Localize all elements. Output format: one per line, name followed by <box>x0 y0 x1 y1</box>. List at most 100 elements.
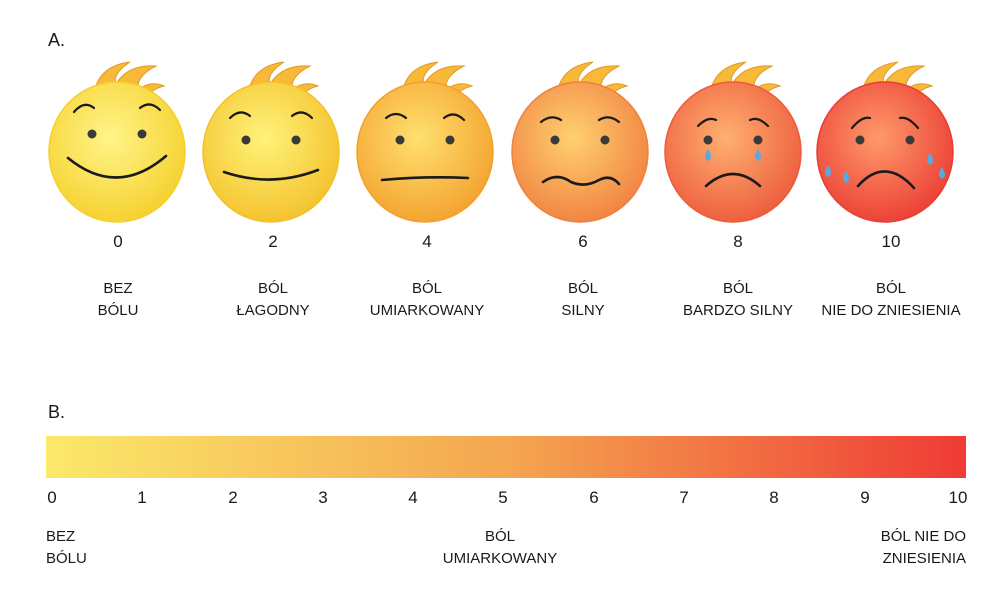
right-eyebrow <box>138 103 162 112</box>
pain-scale-gradient-bar <box>46 436 966 478</box>
mouth <box>541 175 621 186</box>
tear-drop-0 <box>705 149 711 161</box>
scale-tick-1: 1 <box>137 488 147 507</box>
right-eyebrow <box>290 111 314 120</box>
head-shape <box>48 81 186 223</box>
face-caption-6-line1: BÓL <box>567 280 598 297</box>
scale-tick-8: 8 <box>769 488 779 507</box>
face-caption-6-line2: SILNY <box>561 302 605 319</box>
face-0 <box>42 60 192 230</box>
right-eye <box>137 129 147 139</box>
mouth <box>66 154 168 179</box>
face-number-6: 6 <box>578 232 588 251</box>
face-caption-4-line1: BÓL <box>411 280 442 297</box>
right-eye <box>905 135 915 145</box>
head-shape <box>816 81 954 223</box>
right-eyebrow <box>597 116 621 124</box>
mouth <box>380 176 470 182</box>
face-caption-8-line1: BÓL <box>722 280 753 297</box>
left-eyebrow <box>696 117 718 128</box>
face-6 <box>505 60 655 230</box>
left-eye <box>855 135 865 145</box>
face-caption-8-line2: BARDZO SILNY <box>682 302 794 319</box>
left-eye <box>87 129 97 139</box>
face-number-0: 0 <box>113 232 123 251</box>
face-6-graphic <box>511 61 649 223</box>
scale-tick-7: 7 <box>679 488 689 507</box>
left-eye <box>241 135 251 145</box>
scale-tick-10: 10 <box>948 488 968 507</box>
left-eyebrow <box>228 111 252 120</box>
face-0-graphic <box>48 61 186 223</box>
section-b-label: B. <box>48 402 66 422</box>
right-eye <box>753 135 763 145</box>
scale-caption-unbearable-line1: BÓL NIE DO <box>880 528 966 545</box>
left-eye <box>703 135 713 145</box>
scale-caption-moderate-line2: UMIARKOWANY <box>442 550 558 567</box>
left-eyebrow <box>384 112 408 120</box>
face-number-2: 2 <box>268 232 278 251</box>
right-eyebrow <box>748 117 770 128</box>
face-caption-4-line2: UMIARKOWANY <box>369 302 485 319</box>
face-2-graphic <box>202 61 340 223</box>
face-number-10: 10 <box>881 232 901 251</box>
face-4-graphic <box>356 61 494 223</box>
face-caption-2-line2: ŁAGODNY <box>236 302 310 319</box>
scale-tick-5: 5 <box>498 488 508 507</box>
face-4 <box>350 60 500 230</box>
tear-drop-1 <box>843 171 849 183</box>
mouth <box>704 172 762 188</box>
face-caption-10-line1: BÓL <box>875 280 906 297</box>
face-8-graphic <box>664 61 802 223</box>
tear-drop-1 <box>755 149 761 161</box>
face-number-4: 4 <box>422 232 432 251</box>
face-2 <box>196 60 346 230</box>
scale-caption-no-pain: BEZ BÓLU <box>46 526 87 570</box>
scale-caption-unbearable: BÓL NIE DO ZNIESIENIA <box>846 526 966 570</box>
left-eye <box>395 135 405 145</box>
face-caption-0-line2: BÓLU <box>97 302 139 319</box>
scale-tick-6: 6 <box>589 488 599 507</box>
head-shape <box>664 81 802 223</box>
scale-caption-no-pain-line2: BÓLU <box>46 550 87 567</box>
scale-caption-moderate: BÓL UMIARKOWANY <box>430 526 570 570</box>
left-eyebrow <box>539 116 563 124</box>
face-caption-2-line1: BÓL <box>257 280 288 297</box>
head-shape <box>511 81 649 223</box>
tear-drop-2 <box>927 153 933 165</box>
right-eye <box>445 135 455 145</box>
face-caption-10: BÓL NIE DO ZNIESIENIA <box>806 278 976 322</box>
right-eye <box>600 135 610 145</box>
face-8 <box>658 60 808 230</box>
left-eye <box>550 135 560 145</box>
scale-caption-no-pain-line1: BEZ <box>46 528 76 545</box>
head-shape <box>202 81 340 223</box>
scale-caption-moderate-line1: BÓL <box>484 528 515 545</box>
head-shape <box>356 81 494 223</box>
face-caption-6: BÓL SILNY <box>498 278 668 322</box>
scale-caption-unbearable-line2: ZNIESIENIA <box>882 550 966 567</box>
scale-tick-2: 2 <box>228 488 238 507</box>
mouth <box>856 170 916 190</box>
right-eyebrow <box>442 113 466 122</box>
scale-tick-9: 9 <box>860 488 870 507</box>
scale-tick-0: 0 <box>47 488 57 507</box>
left-eyebrow <box>72 103 96 114</box>
tear-drop-3 <box>939 167 945 179</box>
face-number-8: 8 <box>733 232 743 251</box>
right-eyebrow <box>898 116 920 130</box>
face-10 <box>810 60 960 230</box>
face-caption-8: BÓL BARDZO SILNY <box>653 278 823 322</box>
tear-drop-0 <box>825 165 831 177</box>
scale-tick-4: 4 <box>408 488 418 507</box>
mouth <box>222 168 320 181</box>
left-eyebrow <box>850 116 872 130</box>
scale-tick-3: 3 <box>318 488 328 507</box>
face-caption-2: BÓL ŁAGODNY <box>188 278 358 322</box>
face-caption-0-line1: BEZ <box>103 280 133 297</box>
right-eye <box>291 135 301 145</box>
section-a-label: A. <box>48 30 66 50</box>
face-caption-4: BÓL UMIARKOWANY <box>342 278 512 322</box>
face-caption-0: BEZ BÓLU <box>33 278 203 322</box>
face-caption-10-line2: NIE DO ZNIESIENIA <box>821 302 961 319</box>
